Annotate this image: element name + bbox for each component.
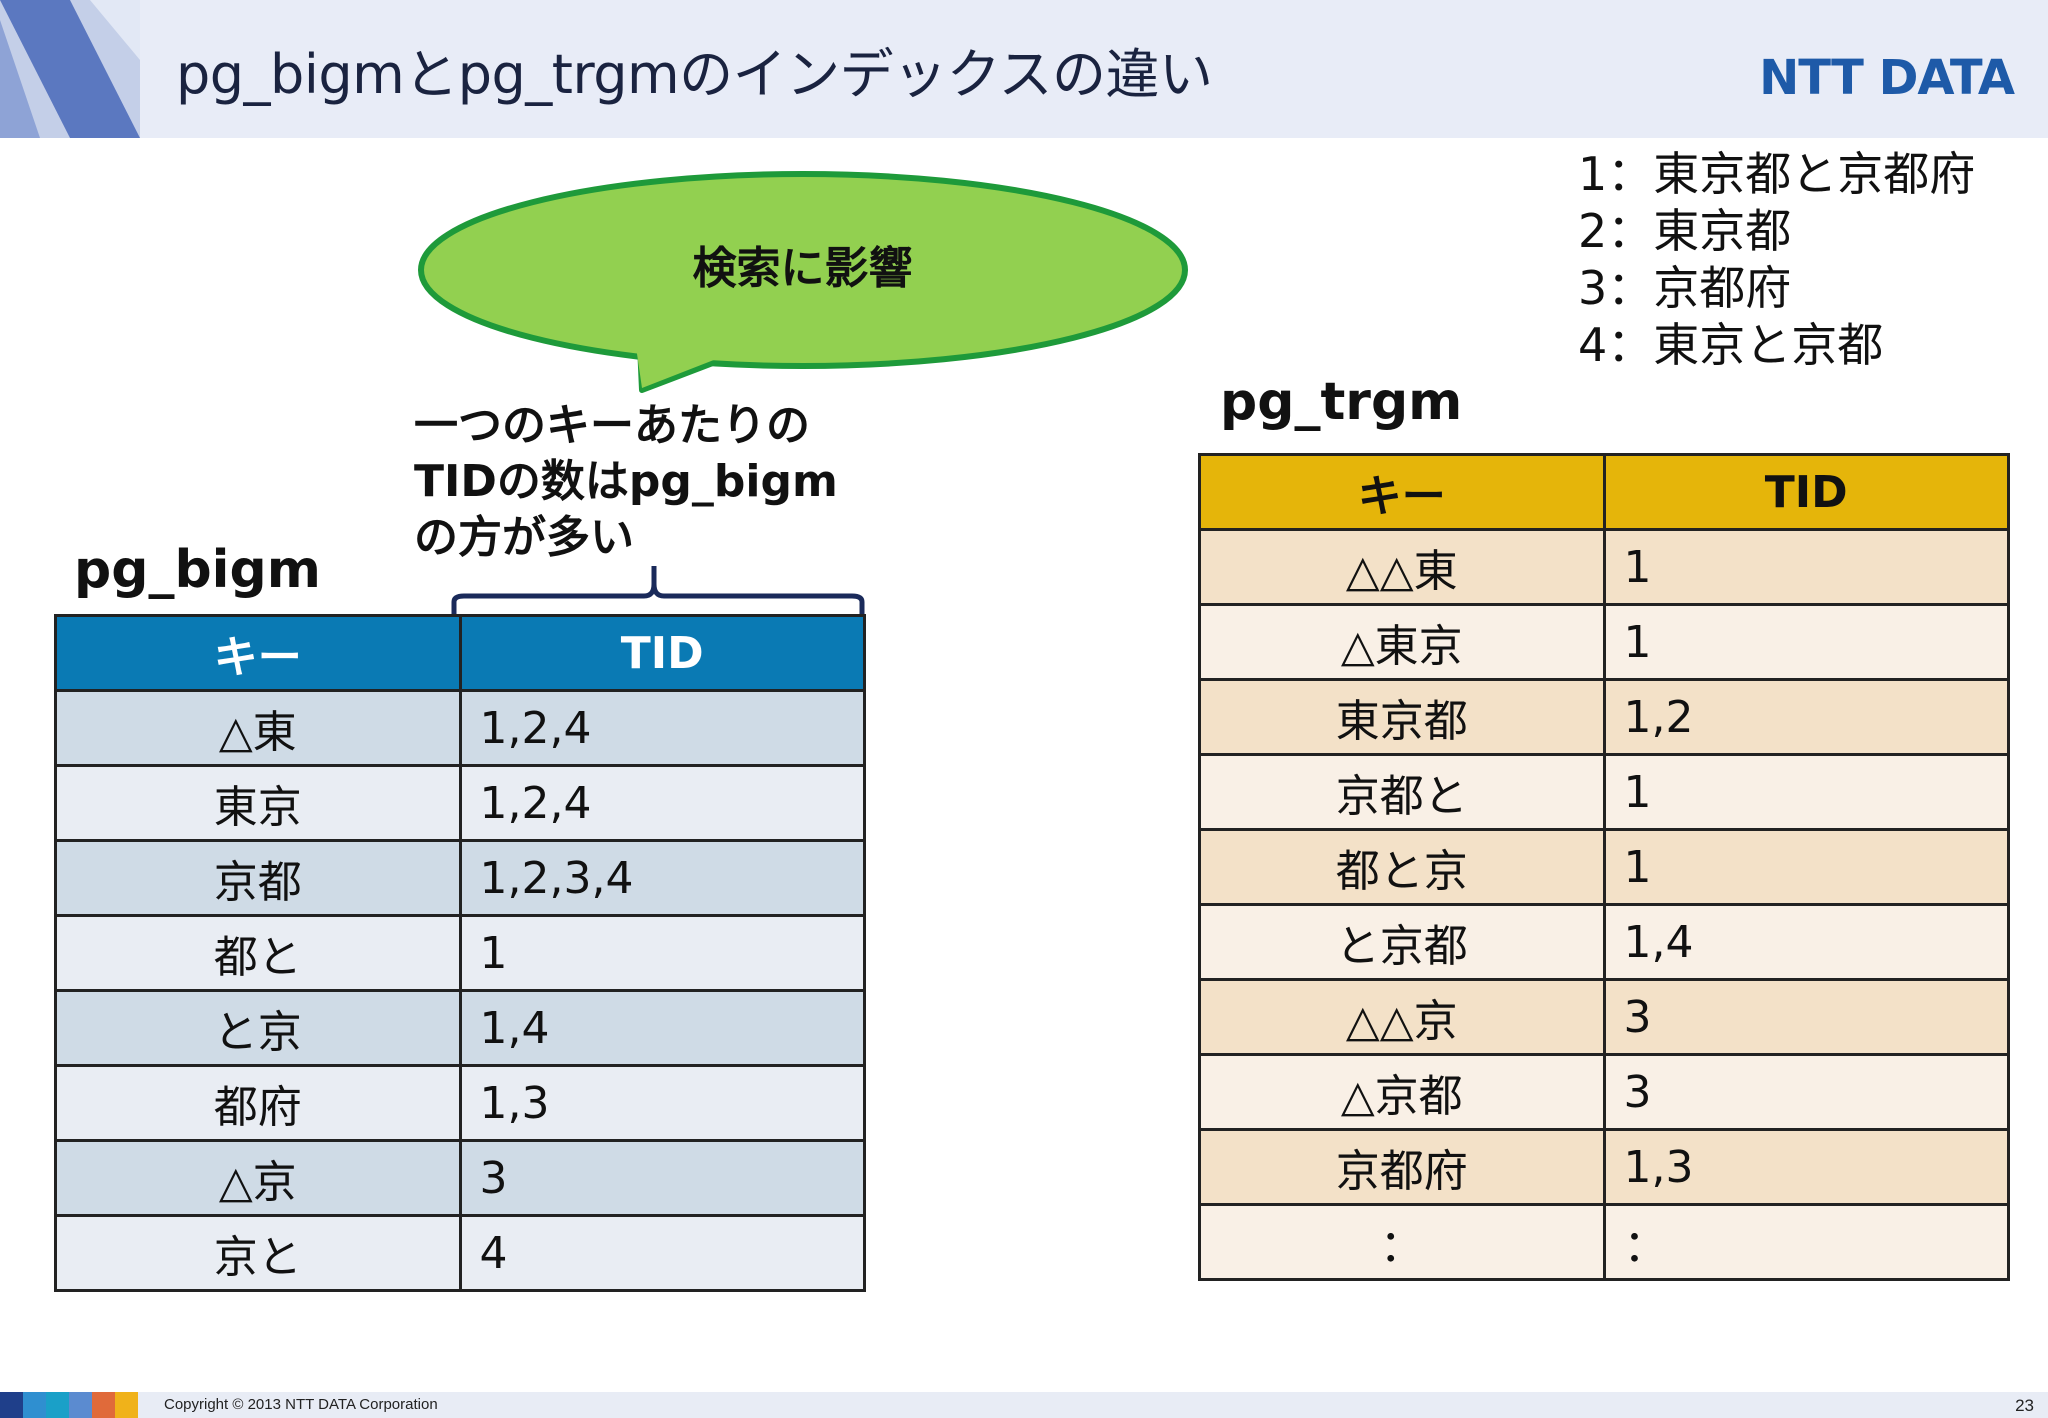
key-cell: 東京 [54,764,462,842]
key-cell: 京都 [54,839,462,917]
key-cell: △京都 [1198,1053,1606,1131]
table-row: 都と 1 [54,914,866,992]
slide-title: pg_bigmとpg_trgmのインデックスの違い [176,43,1213,106]
note-line: TIDの数はpg_bigm [414,456,838,507]
tid-cell: 1,3 [1602,1128,2010,1206]
key-cell: ： [1198,1203,1606,1281]
pg-trgm-table: キー TID △△東 1 △東京 1 東京都 1,2 京都と 1 都と京 1 と京都 1,4 △△京 3 △… [1198,453,2010,1281]
key-cell: △京 [54,1139,462,1217]
tid-cell: 1 [1602,528,2010,606]
tid-cell: 1,2,4 [458,689,866,767]
column-header-key: キー [54,614,462,692]
bubble-text: 検索に影響 [692,243,913,294]
key-cell: と京 [54,989,462,1067]
column-header-tid: TID [1602,453,2010,531]
key-cell: △東 [54,689,462,767]
table-row: 都と京 1 [1198,828,2010,906]
tid-cell: 1 [458,914,866,992]
table-row: 東京都 1,2 [1198,678,2010,756]
table-header-row: キー TID [1198,453,2010,531]
tid-cell: 1,2 [1602,678,2010,756]
table-row: と京都 1,4 [1198,903,2010,981]
table-row: △△東 1 [1198,528,2010,606]
tid-cell: 3 [1602,1053,2010,1131]
table-row: 京都と 1 [1198,753,2010,831]
key-cell: 京都と [1198,753,1606,831]
column-header-key: キー [1198,453,1606,531]
key-cell: 都と [54,914,462,992]
tid-cell: 3 [458,1139,866,1217]
table-row: 京と 4 [54,1214,866,1292]
ntt-data-logo: NTT DATA [1759,50,2015,106]
table-row: 都府 1,3 [54,1064,866,1142]
pg-bigm-table: キー TID △東 1,2,4 東京 1,2,4 京都 1,2,3,4 都と 1 と京 1,4 都府… [54,614,866,1292]
column-header-tid: TID [458,614,866,692]
corner-graphic [0,0,140,138]
tid-cell: 1 [1602,603,2010,681]
annotation-note: 一つのキーあたりの TIDの数はpg_bigm の方が多い [414,398,838,566]
key-cell: と京都 [1198,903,1606,981]
note-line: 一つのキーあたりの [414,400,810,451]
table-row: 京都府 1,3 [1198,1128,2010,1206]
table-row: 東京 1,2,4 [54,764,866,842]
legend-item: 4：東京と京都 [1578,318,1884,372]
note-line: の方が多い [414,512,634,563]
page-number: 23 [2015,1396,2034,1415]
tid-cell: 1,2,3,4 [458,839,866,917]
tid-cell: 1,2,4 [458,764,866,842]
tid-cell: 1 [1602,753,2010,831]
key-cell: 都府 [54,1064,462,1142]
legend-item: 3：京都府 [1578,261,1792,315]
key-cell: 京都府 [1198,1128,1606,1206]
table-header-row: キー TID [54,614,866,692]
key-cell: △△京 [1198,978,1606,1056]
key-cell: 東京都 [1198,678,1606,756]
table-row: と京 1,4 [54,989,866,1067]
tid-legend: 1：東京都と京都府 2：東京都 3：京都府 4：東京と京都 [1578,146,1975,374]
tid-cell: 1,3 [458,1064,866,1142]
slide-footer: Copyright © 2013 NTT DATA Corporation 23 [0,1392,2048,1418]
pg-trgm-title: pg_trgm [1220,372,1463,432]
footer-color-strip [0,1392,138,1418]
tid-cell: 1 [1602,828,2010,906]
key-cell: 都と京 [1198,828,1606,906]
slide-header: pg_bigmとpg_trgmのインデックスの違い NTT DATA [0,0,2048,138]
tid-cell: 1,4 [458,989,866,1067]
copyright-text: Copyright © 2013 NTT DATA Corporation [164,1396,438,1413]
key-cell: △東京 [1198,603,1606,681]
table-row: △東 1,2,4 [54,689,866,767]
table-row: △東京 1 [1198,603,2010,681]
curly-brace [451,566,865,616]
pg-bigm-title: pg_bigm [74,540,321,600]
legend-item: 2：東京都 [1578,204,1792,258]
table-row: △京 3 [54,1139,866,1217]
table-row: △京都 3 [1198,1053,2010,1131]
tid-cell: ： [1602,1203,2010,1281]
table-row: ：： [1198,1203,2010,1281]
key-cell: △△東 [1198,528,1606,606]
tid-cell: 1,4 [1602,903,2010,981]
table-row: 京都 1,2,3,4 [54,839,866,917]
speech-bubble [418,171,1188,393]
tid-cell: 3 [1602,978,2010,1056]
key-cell: 京と [54,1214,462,1292]
table-row: △△京 3 [1198,978,2010,1056]
legend-item: 1：東京都と京都府 [1578,147,1976,201]
tid-cell: 4 [458,1214,866,1292]
